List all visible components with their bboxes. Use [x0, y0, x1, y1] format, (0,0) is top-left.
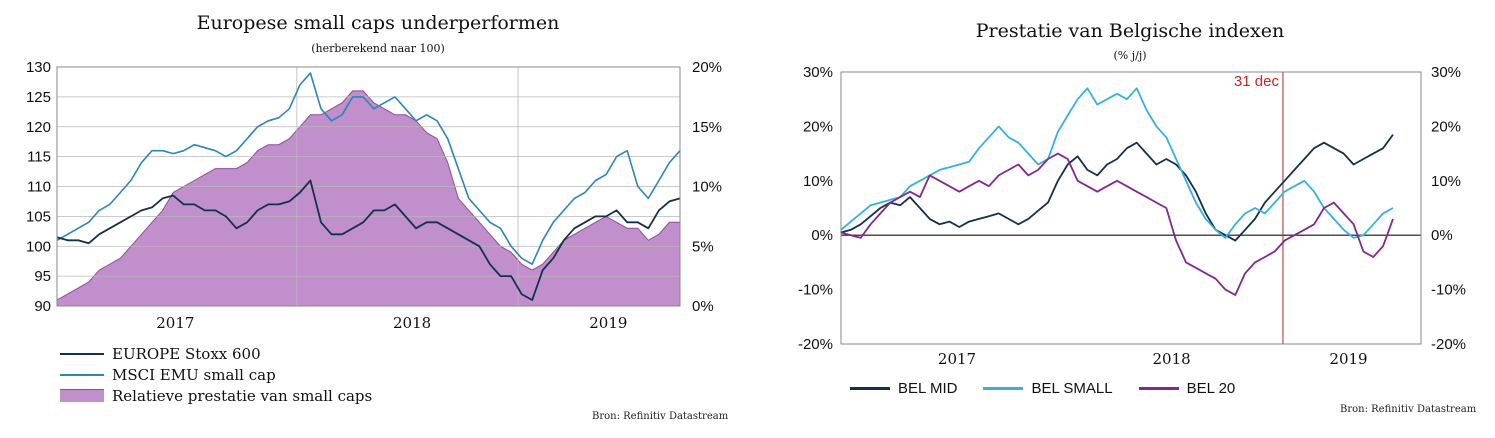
y-tick-right: 20%: [692, 59, 722, 76]
legend-area-swatch: [60, 389, 104, 402]
y-tick-right: 15%: [692, 119, 722, 136]
y-tick-left: 100: [26, 238, 51, 255]
y-tick-left: 20%: [803, 118, 833, 135]
x-tick-label: 2017: [938, 350, 976, 368]
y-tick-left: -20%: [798, 336, 833, 353]
y-tick-right: 10%: [692, 179, 722, 196]
right-legend: BEL MID BEL SMALL BEL 20: [850, 378, 1261, 399]
y-tick-left: 30%: [803, 64, 833, 81]
y-tick-left: 125: [26, 89, 51, 106]
left-chart-subtitle: (herberekend naar 100): [311, 42, 445, 55]
y-tick-right: 5%: [692, 238, 714, 255]
relative-performance-area: [57, 90, 680, 307]
left-chart: 90 95 100 105 110 115 120 125 130 0% 5% 10% 15% 20% 20…: [26, 59, 722, 332]
left-source-note: Bron: Refinitiv Datastream: [592, 411, 729, 422]
legend-line-swatch: [60, 373, 104, 376]
y-tick-left: -10%: [798, 282, 833, 299]
y-tick-left: 120: [26, 119, 51, 136]
legend-label: MSCI EMU small cap: [112, 365, 276, 384]
legend-item-bel-small: BEL SMALL: [983, 378, 1113, 399]
y-tick-left: 105: [26, 208, 51, 225]
y-tick-right: 30%: [1431, 64, 1461, 81]
y-tick-right: -10%: [1431, 282, 1466, 299]
plot-frame: [56, 66, 681, 307]
x-tick-label: 2017: [156, 314, 194, 332]
y-tick-right: 0%: [692, 298, 714, 315]
msci-emu-small-cap-line: [56, 72, 681, 265]
legend-item-msci: MSCI EMU small cap: [60, 364, 372, 385]
legend-item-relative: Relatieve prestatie van small caps: [60, 385, 372, 406]
x-tick-label: 2019: [1329, 350, 1367, 368]
y-tick-left: 95: [34, 268, 51, 285]
bel-20-line: [840, 152, 1394, 296]
y-tick-left: 115: [27, 149, 51, 166]
legend-line-swatch: [1138, 387, 1179, 390]
legend-item-bel-mid: BEL MID: [850, 378, 957, 399]
left-chart-title: Europese small caps underperformen: [196, 12, 560, 34]
y-tick-left: 10%: [803, 173, 833, 190]
legend-line-swatch: [60, 352, 104, 355]
right-chart-title: Prestatie van Belgische indexen: [975, 20, 1285, 42]
legend-line-swatch: [983, 387, 1024, 390]
legend-item-stoxx: EUROPE Stoxx 600: [60, 343, 372, 364]
legend-item-bel-20: BEL 20: [1138, 378, 1236, 399]
y-tick-left: 130: [26, 59, 51, 76]
y-tick-left: 0%: [811, 227, 833, 244]
y-tick-right: 0%: [1431, 227, 1453, 244]
y-tick-right: -20%: [1431, 336, 1466, 353]
legend-label: Relatieve prestatie van small caps: [112, 386, 373, 405]
x-tick-label: 2018: [1153, 350, 1191, 368]
left-legend: EUROPE Stoxx 600 MSCI EMU small cap Rela…: [60, 343, 372, 406]
legend-line-swatch: [850, 387, 890, 390]
europe-stoxx-600-line: [56, 179, 681, 301]
y-tick-right: 10%: [1431, 173, 1461, 190]
plot-frame: [840, 71, 1422, 345]
y-tick-left: 110: [27, 179, 51, 196]
right-chart: -20% -20% -10% -10% 0% 0% 10% 10% 20% 20% 30% 30% 31…: [798, 64, 1466, 368]
right-source-note: Bron: Refinitiv Datastream: [1340, 404, 1477, 415]
legend-label: BEL MID: [898, 380, 958, 397]
bel-mid-line: [840, 134, 1394, 242]
y-tick-left: 90: [34, 298, 51, 315]
x-tick-label: 2019: [589, 314, 627, 332]
x-tick-label: 2018: [393, 314, 431, 332]
y-tick-right: 20%: [1431, 118, 1461, 135]
legend-label: BEL SMALL: [1031, 380, 1113, 397]
right-chart-subtitle: (% j/j): [1113, 49, 1147, 62]
annotation-label: 31 dec: [1234, 73, 1280, 90]
bel-small-line: [840, 87, 1394, 239]
legend-label: BEL 20: [1186, 380, 1236, 397]
legend-label: EUROPE Stoxx 600: [112, 344, 261, 363]
